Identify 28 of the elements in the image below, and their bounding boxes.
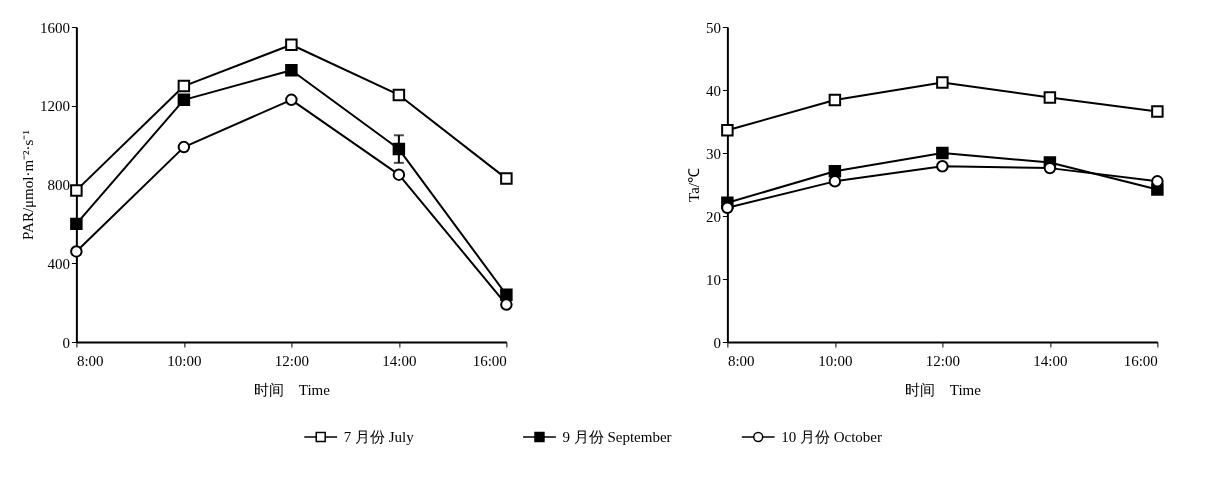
x-tick-label: 16:00 [472,352,507,369]
y-tick-label: 10 [705,271,721,288]
x-tick-label: 8:00 [76,352,104,369]
x-tick-label: 10:00 [167,352,202,369]
x-tick-label: 14:00 [382,352,417,369]
legend-label: 10 月份 October [781,429,882,445]
legend-label: 9 月份 September [562,429,672,445]
y-tick-label: 400 [47,255,70,272]
x-tick-label: 16:00 [1123,352,1158,369]
x-tick-label: 8:00 [727,352,755,369]
legend-label: 7 月份 July [343,429,415,445]
y-tick-label: 0 [713,334,721,351]
y-tick-label: 1200 [39,98,70,115]
y-tick-label: 30 [705,145,721,162]
x-axis-title: 时间 Time [253,381,331,398]
x-tick-label: 12:00 [274,352,309,369]
y-tick-label: 20 [705,208,721,225]
y-tick-label: 50 [705,19,721,36]
y-tick-label: 800 [47,177,70,193]
y-axis-title: Ta/℃ [685,168,702,202]
x-tick-label: 10:00 [818,352,853,369]
x-axis-title: 时间 Time [904,381,982,398]
y-tick-label: 40 [705,82,721,99]
y-tick-label: 1600 [39,19,70,36]
y-axis-title: PAR/μmol·m⁻²·s⁻¹ [19,130,36,240]
x-tick-label: 14:00 [1033,352,1068,369]
y-tick-label: 0 [62,334,70,351]
x-tick-label: 12:00 [925,352,960,369]
